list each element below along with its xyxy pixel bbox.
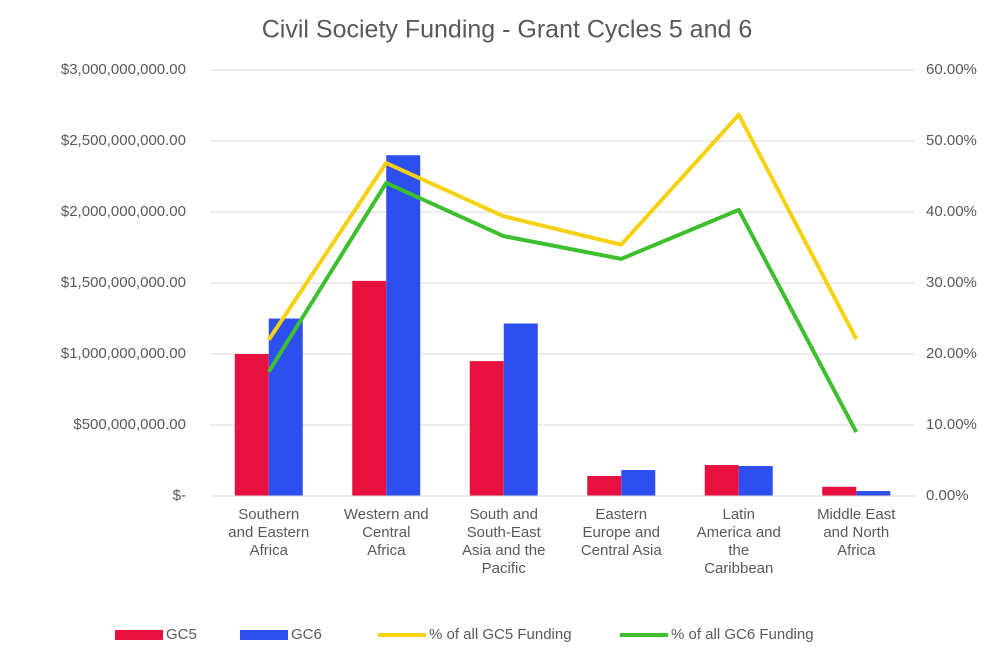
line: [267, 112, 859, 341]
x-tick-label-box: Latin America and the Caribbean: [696, 506, 781, 577]
legend-label: GC6: [291, 626, 322, 643]
bar: [352, 280, 387, 496]
bar: [386, 155, 421, 496]
y2-tick-label: 60.00%: [926, 61, 977, 78]
bar: [503, 323, 538, 496]
y-tick-label: $2,500,000,000.00: [61, 132, 186, 149]
x-tick-label-box: Southern and Eastern Africa: [228, 506, 310, 559]
y2-tick-label: 40.00%: [926, 203, 977, 220]
chart-title: Civil Society Funding - Grant Cycles 5 a…: [262, 16, 753, 44]
y-tick-label: $1,500,000,000.00: [61, 274, 186, 291]
bar: [234, 354, 269, 496]
bar: [822, 486, 857, 496]
x-tick-label-box: Western and Central Africa: [343, 506, 429, 559]
legend-label: % of all GC6 Funding: [671, 626, 814, 643]
bar: [587, 475, 622, 496]
legend-label: GC5: [166, 626, 197, 643]
bar: [704, 465, 739, 496]
bar: [856, 491, 891, 496]
bar: [469, 361, 504, 496]
y-tick-label: $3,000,000,000.00: [61, 61, 186, 78]
y2-tick-label: 10.00%: [926, 416, 977, 433]
x-tick-label: South and South-East Asia and the Pacifi…: [462, 506, 546, 577]
line: [267, 180, 859, 434]
y2-tick-label: 0.00%: [926, 487, 969, 504]
legend-swatch: [240, 630, 288, 640]
y2-tick-label: 30.00%: [926, 274, 977, 291]
y-tick-label: $-: [173, 487, 186, 504]
legend-swatch: [115, 630, 163, 640]
x-tick-label: Western and Central Africa: [343, 506, 429, 559]
y-tick-label: $2,000,000,000.00: [61, 203, 186, 220]
x-tick-label-box: Middle East and North Africa: [817, 506, 896, 559]
y-tick-label: $500,000,000.00: [73, 416, 186, 433]
x-tick-label-box: Eastern Europe and Central Asia: [580, 506, 662, 559]
x-tick-label: Latin America and the Caribbean: [696, 506, 781, 577]
y-tick-label: $1,000,000,000.00: [61, 345, 186, 362]
x-tick-label: Eastern Europe and Central Asia: [580, 506, 662, 559]
y2-tick-label: 50.00%: [926, 132, 977, 149]
x-tick-label-box: South and South-East Asia and the Pacifi…: [462, 506, 546, 577]
legend-label: % of all GC5 Funding: [429, 626, 572, 643]
y2-tick-label: 20.00%: [926, 345, 977, 362]
x-tick-label: Middle East and North Africa: [817, 506, 896, 559]
x-tick-label: Southern and Eastern Africa: [228, 506, 310, 559]
bar: [738, 466, 773, 496]
bar: [621, 470, 656, 496]
